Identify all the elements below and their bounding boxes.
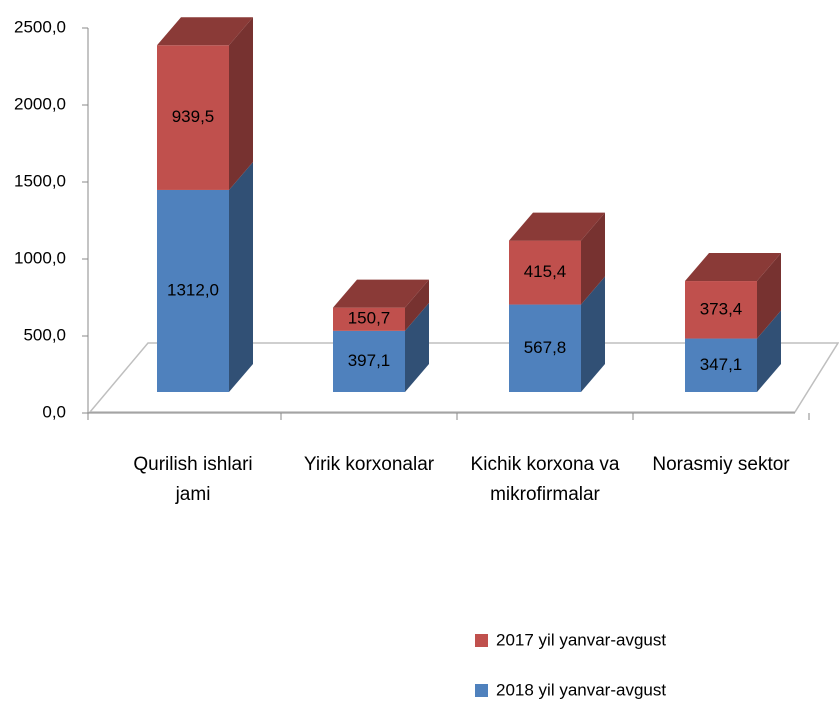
x-tick-label: Norasmiy sektor [652,454,790,475]
y-tick-label: 1000,0 [14,248,66,267]
y-tick-label: 1500,0 [14,171,66,190]
bar [333,330,405,392]
bar [509,304,581,392]
bar [685,338,757,392]
bar-side [581,212,605,305]
value-label: 373,4 [700,299,743,318]
bar [157,189,229,392]
bar-top [333,279,429,308]
value-label: 347,1 [700,355,743,374]
bar-side [757,310,781,392]
x-tick-label: Yirik korxonalar [304,454,435,475]
value-label: 567,8 [524,338,567,357]
value-label: 939,5 [172,107,215,126]
bar-side [229,17,253,190]
bar-side [229,161,253,392]
y-tick-label: 0,0 [42,402,66,421]
value-label: 150,7 [348,309,391,328]
legend-swatch [475,634,488,647]
legend-label: 2017 yil yanvar-avgust [496,630,666,649]
bar [157,45,229,190]
bar-side [581,276,605,392]
bar-side [405,279,429,331]
bar [685,281,757,339]
legend-label: 2018 yil yanvar-avgust [496,680,666,699]
bar-top [685,253,781,282]
value-label: 1312,0 [167,280,219,299]
floor [88,342,839,413]
value-label: 397,1 [348,351,391,370]
y-tick-label: 2000,0 [14,94,66,113]
bar [509,240,581,305]
bar-top [157,17,253,46]
bar-top [509,212,605,241]
legend-swatch [475,684,488,697]
value-label: 415,4 [524,262,567,281]
x-tick-label: Qurilish ishlari jami [133,454,252,505]
bar-side [757,253,781,339]
bar-side [405,302,429,392]
x-tick-label: Kichik korxona va mikrofirmalar [471,454,620,505]
y-tick-label: 2500,0 [14,17,66,36]
bar [333,307,405,331]
y-tick-label: 500,0 [23,325,66,344]
